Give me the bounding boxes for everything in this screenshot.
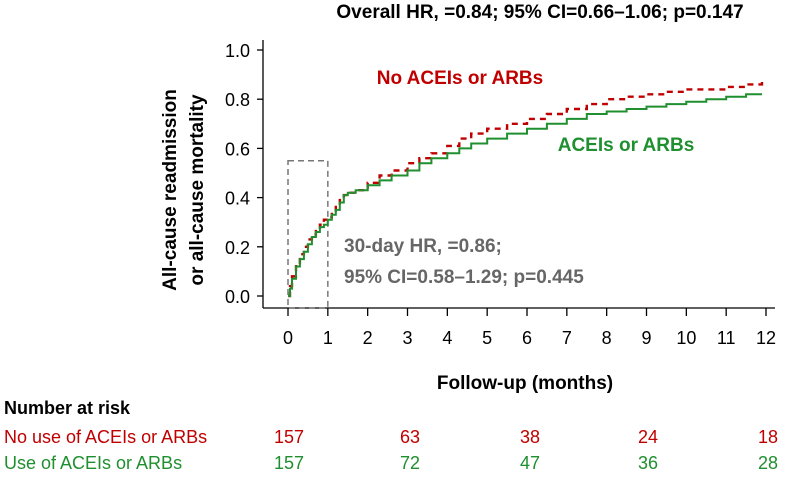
y-tick-label: 1.0 [225,41,250,61]
risk-cell: 72 [400,453,420,473]
y-tick-label: 0.4 [225,189,250,209]
risk-row-label-acei: Use of ACEIs or ARBs [4,453,182,473]
x-tick-label: 11 [717,328,736,348]
risk-cell: 47 [520,453,540,473]
annotation-30day-line2: 95% CI=0.58–1.29; p=0.445 [344,267,584,288]
series-line-no-aceis-or-arbs [288,79,764,298]
series-layer [288,79,764,298]
x-tick-label: 8 [602,328,612,348]
risk-cell: 28 [758,453,778,473]
y-axis-label-line1: All-cause readmission [160,89,181,291]
risk-cell: 18 [758,427,778,447]
risk-cell: 157 [274,427,304,447]
risk-cell: 157 [274,453,304,473]
y-tick-label: 0.0 [225,287,250,307]
series-label-acei: ACEIs or ARBs [558,135,695,156]
risk-cell: 36 [638,453,658,473]
risk-cell: 24 [638,427,658,447]
y-tick-label: 0.2 [225,238,250,258]
x-axis-label: Follow-up (months) [437,373,613,394]
x-tick-label: 10 [676,328,696,348]
x-tick-label: 12 [756,328,776,348]
risk-cell: 38 [520,427,540,447]
risk-cell: 63 [400,427,420,447]
x-tick-label: 5 [482,328,492,348]
x-tick-label: 4 [442,328,452,348]
series-label-no-acei: No ACEIs or ARBs [377,68,543,89]
annotation-30day-line1: 30-day HR, =0.86; [344,236,502,257]
y-tick-label: 0.8 [225,90,250,110]
y-axis-label-line2: or all-cause mortality [187,94,208,286]
series-line-aceis-or-arbs [288,93,762,297]
x-tick-label: 7 [562,328,572,348]
30-day-inset-box [287,159,329,309]
risk-values: 157 63 38 24 18 157 72 47 36 28 [274,427,778,473]
x-tick-label: 1 [323,328,333,348]
x-ticks: 0 1 2 3 4 5 6 7 8 9 10 11 12 [283,308,776,348]
y-tick-label: 0.6 [225,139,250,159]
y-ticks: 0.0 0.2 0.4 0.6 0.8 1.0 [225,41,263,307]
risk-table-heading: Number at risk [4,398,131,418]
x-tick-label: 6 [522,328,532,348]
x-tick-label: 3 [402,328,412,348]
risk-row-label-no-acei: No use of ACEIs or ARBs [4,427,207,447]
x-tick-label: 0 [283,328,293,348]
chart-title: Overall HR, =0.84; 95% CI=0.66–1.06; p=0… [336,2,743,23]
x-tick-label: 9 [641,328,651,348]
x-tick-label: 2 [363,328,373,348]
